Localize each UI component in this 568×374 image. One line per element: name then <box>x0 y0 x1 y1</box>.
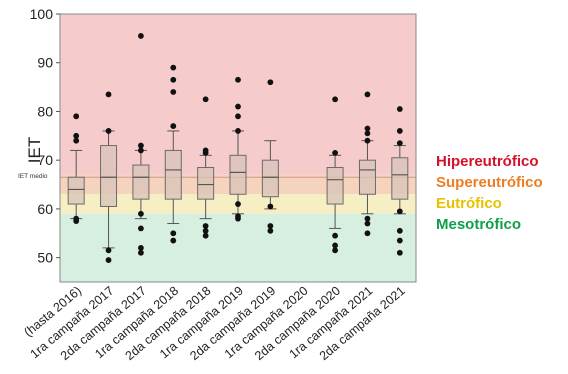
outlier-point <box>332 247 338 254</box>
iqr-box <box>261 159 279 198</box>
outlier-point <box>73 132 80 139</box>
outlier-point <box>235 128 241 134</box>
iqr-box <box>100 145 118 207</box>
outlier-point <box>202 96 209 103</box>
box-1 <box>67 113 85 224</box>
iqr-box <box>67 176 85 205</box>
outlier-point <box>202 227 209 234</box>
outlier-point <box>267 227 274 234</box>
iqr-box <box>391 157 409 200</box>
outlier-point <box>332 96 338 103</box>
legend-item: Mesotrófico <box>436 216 521 233</box>
y-tick-label: 90 <box>37 55 53 71</box>
legend-item: Eutrófico <box>436 195 502 212</box>
y-tick-label: 50 <box>37 250 53 266</box>
box-3 <box>132 33 150 256</box>
outlier-point <box>170 237 177 244</box>
outlier-point <box>332 242 338 249</box>
band-4 <box>60 213 416 282</box>
outlier-point <box>138 142 144 149</box>
iqr-box <box>326 166 344 205</box>
y-axis-label: IET <box>25 137 44 163</box>
mean-label: IET medio <box>18 173 48 180</box>
outlier-point <box>267 223 274 229</box>
outlier-point <box>105 128 112 134</box>
outlier-point <box>235 113 241 120</box>
outlier-point <box>364 130 371 137</box>
box-7 <box>261 79 279 234</box>
outlier-point <box>267 203 274 210</box>
iqr-box <box>132 164 150 200</box>
plot-frame <box>59 13 417 283</box>
axes <box>59 13 417 283</box>
outlier-point <box>138 225 144 232</box>
box-6 <box>229 76 247 222</box>
outlier-point <box>396 140 403 147</box>
outlier-point <box>170 89 177 95</box>
outlier-point <box>170 123 177 129</box>
iqr-box <box>358 159 376 195</box>
box-5 <box>197 96 215 239</box>
y-tick-label: 60 <box>37 201 53 217</box>
outlier-point <box>235 76 241 83</box>
outlier-point <box>364 137 371 144</box>
outlier-point <box>396 128 403 134</box>
outlier-point <box>138 249 144 256</box>
outlier-point <box>364 220 371 227</box>
outlier-point <box>138 33 144 39</box>
outlier-point <box>202 147 209 154</box>
y-tick-label: 70 <box>37 152 53 168</box>
outlier-point <box>73 113 80 120</box>
outlier-point <box>170 76 177 83</box>
outlier-point <box>396 249 403 256</box>
box-9 <box>326 96 344 254</box>
outlier-point <box>202 232 209 239</box>
outlier-point <box>332 232 338 239</box>
outlier-point <box>235 213 241 220</box>
outlier-point <box>138 244 144 251</box>
outlier-point <box>138 210 144 217</box>
outlier-point <box>105 247 112 254</box>
outlier-point <box>73 215 80 222</box>
outlier-point <box>105 91 112 98</box>
outlier-point <box>105 257 112 263</box>
legend: Hipereutrófico Supereutrófico Eutrófico Mes… <box>436 153 543 233</box>
outlier-point <box>364 215 371 222</box>
outlier-point <box>138 147 144 154</box>
legend-item: Hipereutrófico <box>436 153 539 170</box>
y-tick-label: 100 <box>30 6 54 22</box>
outlier-point <box>364 125 371 132</box>
y-tick-label: 80 <box>37 103 53 119</box>
box-10 <box>358 91 376 237</box>
y-tick-labels: 50 60 70 80 90 100 <box>30 6 60 266</box>
iqr-box <box>164 149 182 200</box>
outlier-point <box>396 106 403 112</box>
box-4 <box>164 64 182 244</box>
outlier-point <box>73 137 80 144</box>
iqr-box <box>197 166 215 200</box>
box-11 <box>391 106 409 256</box>
outlier-point <box>267 79 274 86</box>
outlier-point <box>170 230 177 237</box>
outlier-point <box>235 103 241 110</box>
outlier-point <box>396 237 403 244</box>
outlier-point <box>332 149 338 156</box>
box-2 <box>100 91 118 263</box>
outlier-point <box>202 223 209 229</box>
outlier-point <box>235 201 241 207</box>
outlier-point <box>396 208 403 215</box>
box-series <box>67 33 409 263</box>
legend-item: Supereutrófico <box>436 174 543 191</box>
iqr-box <box>229 154 247 195</box>
outlier-point <box>364 91 371 98</box>
outlier-point <box>396 227 403 234</box>
outlier-point <box>364 230 371 237</box>
outlier-point <box>170 64 177 71</box>
